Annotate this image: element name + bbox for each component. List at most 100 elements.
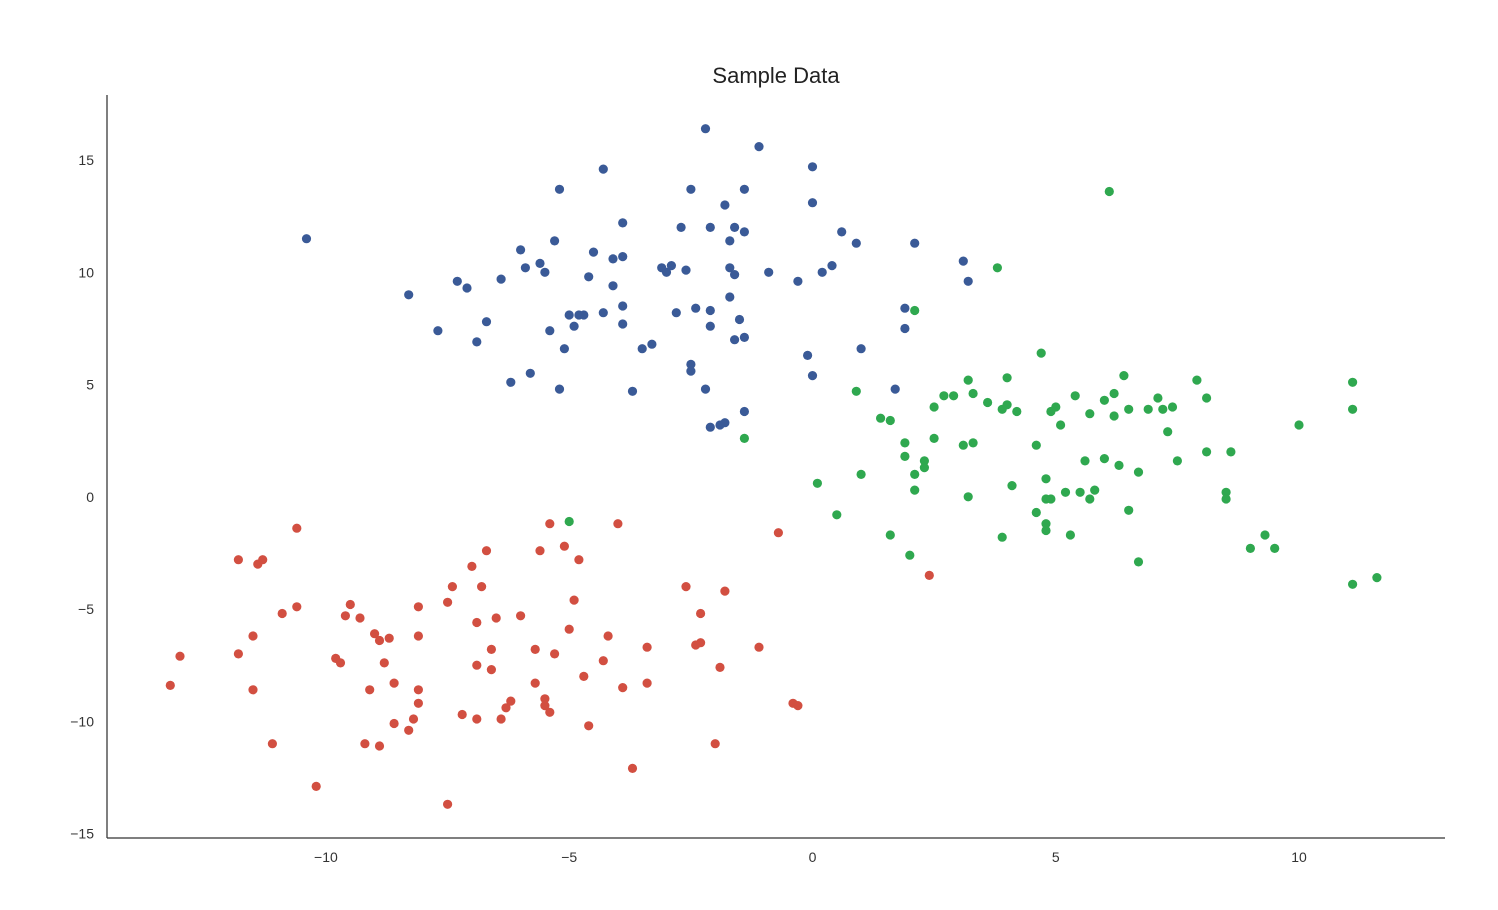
data-point xyxy=(885,530,895,540)
data-point xyxy=(501,703,511,713)
data-point xyxy=(1109,411,1119,421)
data-point xyxy=(1031,507,1041,518)
data-point xyxy=(258,555,268,565)
data-point xyxy=(919,463,930,473)
data-point xyxy=(550,236,560,246)
data-point xyxy=(764,267,774,277)
data-point xyxy=(248,685,258,695)
data-point xyxy=(803,350,813,360)
data-point xyxy=(1167,402,1178,412)
data-point xyxy=(1051,402,1061,412)
data-point xyxy=(360,739,370,749)
data-point xyxy=(1163,427,1173,437)
data-point xyxy=(837,227,847,237)
data-point xyxy=(496,714,506,724)
data-point xyxy=(910,469,920,479)
data-point xyxy=(472,337,482,347)
data-point xyxy=(1031,440,1041,450)
data-point xyxy=(365,685,375,695)
data-point xyxy=(900,323,910,334)
data-point xyxy=(584,721,594,731)
data-point xyxy=(443,799,453,809)
data-point xyxy=(496,274,506,284)
data-point xyxy=(598,308,608,318)
data-point xyxy=(433,326,443,336)
y-tick-label: 5 xyxy=(86,377,94,393)
data-point xyxy=(1192,375,1202,385)
data-point xyxy=(1002,400,1012,410)
data-point xyxy=(413,602,423,612)
data-point xyxy=(1099,395,1109,405)
data-point xyxy=(345,599,355,610)
data-point xyxy=(905,550,915,560)
series-0 xyxy=(301,124,973,432)
data-point xyxy=(949,391,959,401)
data-point xyxy=(793,276,803,286)
data-point xyxy=(890,384,900,394)
data-point xyxy=(1070,391,1080,401)
data-point xyxy=(355,613,365,623)
data-point xyxy=(1119,371,1129,381)
data-point xyxy=(807,371,818,381)
data-point xyxy=(1114,460,1124,470)
data-point xyxy=(700,124,711,134)
data-point xyxy=(525,368,535,378)
y-tick-label: 15 xyxy=(78,152,94,168)
data-point xyxy=(486,644,496,655)
y-tick-label: −15 xyxy=(70,826,94,842)
data-point xyxy=(1226,447,1236,457)
data-point xyxy=(856,344,866,354)
data-point xyxy=(720,586,730,596)
data-point xyxy=(1085,409,1095,419)
data-point xyxy=(370,629,380,639)
data-point xyxy=(1099,454,1109,464)
data-point xyxy=(550,649,560,659)
data-point xyxy=(335,658,346,668)
data-point xyxy=(1109,388,1119,399)
data-point xyxy=(963,492,973,502)
data-point xyxy=(1104,186,1114,197)
data-points xyxy=(165,124,1382,809)
data-point xyxy=(618,301,628,311)
data-point xyxy=(574,555,584,565)
data-point xyxy=(277,608,287,619)
data-point xyxy=(773,528,784,538)
data-point xyxy=(642,642,652,652)
data-point xyxy=(248,631,258,641)
data-point xyxy=(730,335,740,345)
data-point xyxy=(1124,505,1134,515)
data-point xyxy=(1143,404,1153,414)
x-tick-label: −10 xyxy=(314,849,338,865)
data-point xyxy=(642,678,652,688)
data-point xyxy=(1046,494,1056,504)
data-point xyxy=(968,438,978,448)
data-point xyxy=(467,561,477,572)
data-point xyxy=(379,658,389,668)
data-point xyxy=(1080,456,1090,466)
data-point xyxy=(1172,456,1182,466)
data-point xyxy=(165,680,175,691)
data-point xyxy=(540,701,550,711)
data-point xyxy=(720,418,730,428)
data-point xyxy=(389,718,399,729)
data-point xyxy=(472,660,482,670)
data-point xyxy=(725,236,735,246)
data-point xyxy=(540,694,550,704)
data-point xyxy=(545,326,555,336)
data-point xyxy=(734,314,745,325)
data-point xyxy=(997,532,1007,542)
data-point xyxy=(939,391,949,401)
data-point xyxy=(1065,530,1075,540)
data-point xyxy=(618,218,628,228)
data-point xyxy=(1202,447,1212,457)
data-point xyxy=(613,519,623,529)
data-point xyxy=(900,438,910,448)
data-point xyxy=(754,642,764,652)
data-point xyxy=(608,254,618,264)
data-point xyxy=(554,184,565,194)
data-point xyxy=(686,359,696,369)
data-point xyxy=(618,683,628,693)
data-point xyxy=(452,276,462,286)
data-point xyxy=(856,469,866,479)
data-point xyxy=(413,698,423,708)
